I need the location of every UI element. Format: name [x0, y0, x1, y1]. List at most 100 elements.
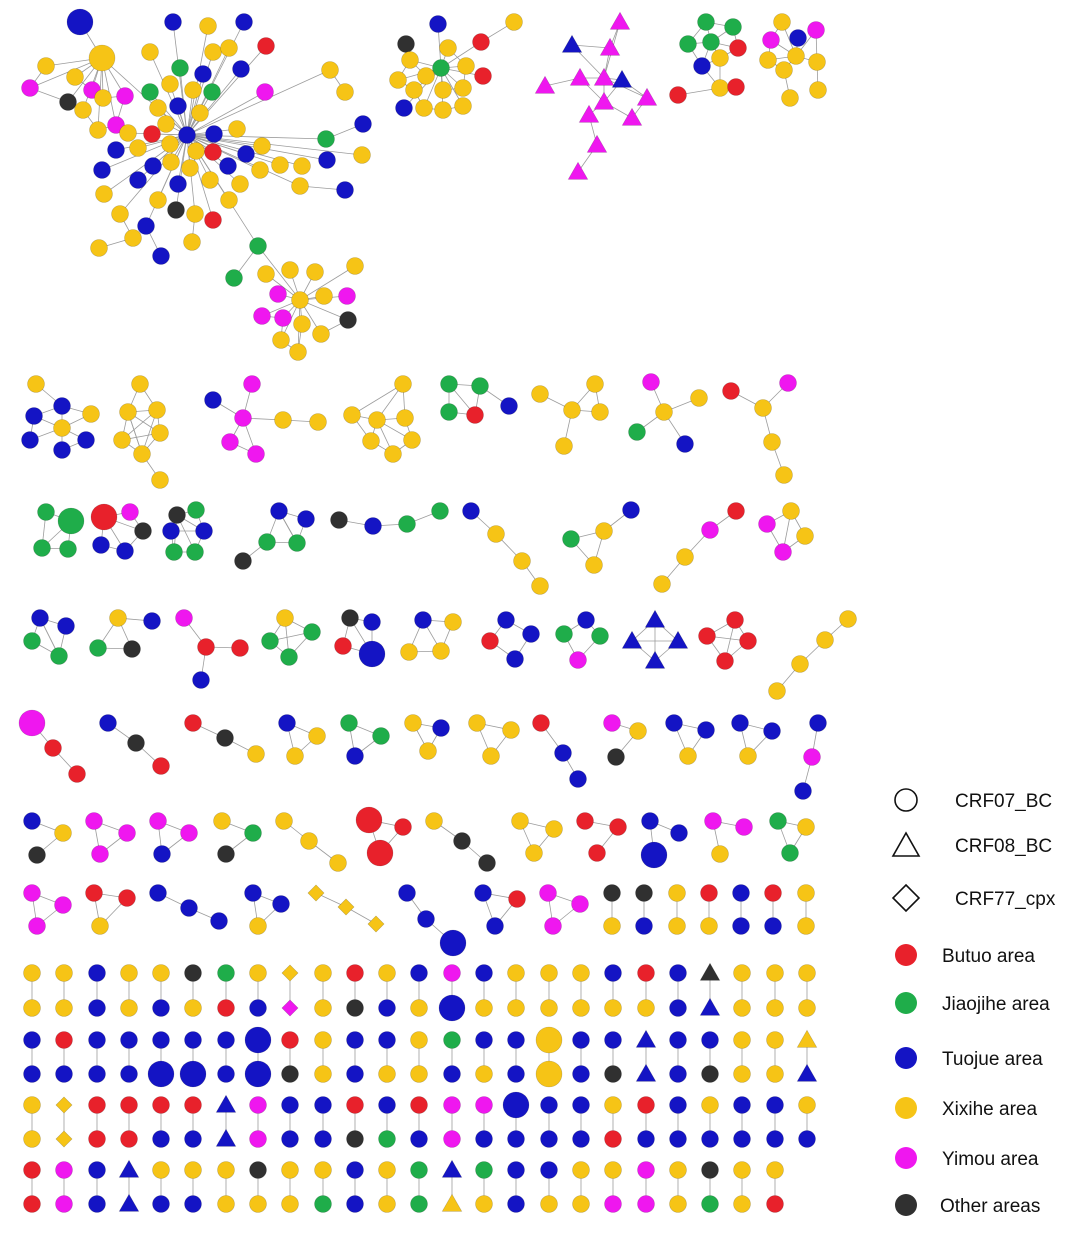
node-xixihe-area-crf07-bc [711, 845, 729, 863]
node-xixihe-area-crf07-bc [161, 75, 179, 93]
node-other-areas-crf07-bc [217, 845, 235, 863]
node-xixihe-area-crf07-bc [410, 1031, 428, 1049]
node-xixihe-area-crf07-bc [362, 432, 380, 450]
node-other-areas-crf07-bc [604, 1065, 622, 1083]
node-tuojue-area-crf07-bc [55, 1065, 73, 1083]
node-butuo-area-crf07-bc [716, 652, 734, 670]
node-butuo-area-crf07-bc [764, 884, 782, 902]
node-jiaojihe-area-crf07-bc [217, 964, 235, 982]
node-tuojue-area-crf07-bc [77, 431, 95, 449]
node-xixihe-area-crf07-bc [157, 115, 175, 133]
node-butuo-area-crf07-bc [394, 818, 412, 836]
node-tuojue-area-crf07-bc [669, 1031, 687, 1049]
node-xixihe-area-crf77-cpx [367, 915, 385, 933]
node-jiaojihe-area-crf07-bc [314, 1195, 332, 1213]
node-yimou-area-crf07-bc [18, 709, 46, 737]
node-xixihe-area-crf07-bc [513, 552, 531, 570]
node-xixihe-area-crf07-bc [191, 104, 209, 122]
node-yimou-area-crf07-bc [107, 116, 125, 134]
node-butuo-area-crf07-bc [576, 812, 594, 830]
node-tuojue-area-crf07-bc [31, 609, 49, 627]
node-yimou-area-crf07-bc [539, 884, 557, 902]
node-jiaojihe-area-crf07-bc [724, 18, 742, 36]
node-butuo-area-crf07-bc [204, 211, 222, 229]
node-tuojue-area-crf07-bc [92, 536, 110, 554]
node-other-areas-crf07-bc [453, 832, 471, 850]
node-xixihe-area-crf07-bc [281, 1161, 299, 1179]
jiaojihe-area-swatch-icon [895, 992, 917, 1014]
node-yimou-area-crf07-bc [118, 824, 136, 842]
node-xixihe-area-crf07-bc [454, 79, 472, 97]
node-butuo-area-crf07-bc [474, 67, 492, 85]
node-other-areas-crf07-bc [397, 35, 415, 53]
node-butuo-area-crf07-bc [88, 1096, 106, 1114]
node-jiaojihe-area-crf07-bc [781, 844, 799, 862]
node-jiaojihe-area-crf07-bc [89, 639, 107, 657]
node-yimou-area-crf08-bc [609, 11, 631, 30]
node-butuo-area-crf07-bc [334, 637, 352, 655]
node-xixihe-area-crf07-bc [535, 1060, 563, 1088]
transmission-link [149, 51, 188, 136]
node-jiaojihe-area-crf07-bc [280, 648, 298, 666]
node-butuo-area-crf07-bc [481, 632, 499, 650]
node-yimou-area-crf07-bc [443, 1096, 461, 1114]
transmission-link [299, 265, 356, 301]
transmission-link [186, 73, 204, 136]
node-tuojue-area-crf07-bc [219, 157, 237, 175]
node-xixihe-area-crf07-bc [505, 13, 523, 31]
node-tuojue-area-crf07-bc [572, 1031, 590, 1049]
node-jiaojihe-area-crf07-bc [562, 530, 580, 548]
node-yimou-area-crf08-bc [593, 91, 615, 110]
other-areas-swatch-icon [895, 1194, 917, 1216]
node-butuo-area-crf07-bc [85, 884, 103, 902]
node-xixihe-area-crf07-bc [572, 964, 590, 982]
node-xixihe-area-crf07-bc [249, 917, 267, 935]
node-tuojue-area-crf07-bc [497, 611, 515, 629]
node-tuojue-area-crf07-bc [540, 1161, 558, 1179]
node-xixihe-area-crf07-bc [733, 999, 751, 1017]
node-other-areas-crf07-bc [341, 609, 359, 627]
node-tuojue-area-crf07-bc [486, 917, 504, 935]
node-xixihe-area-crf07-bc [766, 1065, 784, 1083]
node-xixihe-area-crf07-bc [53, 419, 71, 437]
node-jiaojihe-area-crf07-bc [697, 13, 715, 31]
node-xixihe-area-crf07-bc [403, 431, 421, 449]
node-other-areas-crf07-bc [701, 1161, 719, 1179]
node-tuojue-area-crf07-bc [701, 1130, 719, 1148]
node-tuojue-area-crf07-bc [53, 397, 71, 415]
node-tuojue-area-crf07-bc [281, 1130, 299, 1148]
node-yimou-area-crf07-bc [23, 884, 41, 902]
node-xixihe-area-crf07-bc [669, 1195, 687, 1213]
transmission-link [186, 25, 209, 136]
node-butuo-area-crf07-bc [698, 627, 716, 645]
node-jiaojihe-area-crf07-bc [57, 507, 85, 535]
node-xixihe-area-crf07-bc [312, 325, 330, 343]
node-xixihe-area-crf07-bc [306, 263, 324, 281]
node-yimou-area-crf07-bc [642, 373, 660, 391]
node-butuo-area-crf07-bc [143, 125, 161, 143]
node-tuojue-area-crf07-bc [281, 1096, 299, 1114]
node-other-areas-crf07-bc [123, 640, 141, 658]
node-xixihe-area-crf07-bc [152, 964, 170, 982]
node-tuojue-area-crf07-bc [507, 1065, 525, 1083]
node-yimou-area-crf07-bc [55, 1161, 73, 1179]
node-xixihe-area-crf07-bc [502, 721, 520, 739]
node-butuo-area-crf07-bc [669, 86, 687, 104]
node-xixihe-area-crf07-bc [604, 1096, 622, 1114]
node-xixihe-area-crf07-bc [444, 613, 462, 631]
transmission-link [257, 245, 301, 301]
node-butuo-area-crf07-bc [204, 143, 222, 161]
node-xixihe-area-crf07-bc [162, 153, 180, 171]
legend-label-subtype: CRF08_BC [955, 836, 1052, 857]
node-tuojue-area-crf07-bc [635, 917, 653, 935]
node-yimou-area-crf08-bc [569, 67, 591, 86]
triangle-outline-icon [891, 831, 921, 857]
node-yimou-area-crf07-bc [249, 1130, 267, 1148]
node-butuo-area-crf07-bc [120, 1096, 138, 1114]
node-tuojue-area-crf07-bc [665, 714, 683, 732]
node-tuojue-area-crf07-bc [25, 407, 43, 425]
node-jiaojihe-area-crf07-bc [37, 503, 55, 521]
node-xixihe-area-crf07-bc [711, 49, 729, 67]
node-tuojue-area-crf07-bc [162, 522, 180, 540]
node-tuojue-area-crf07-bc [410, 964, 428, 982]
